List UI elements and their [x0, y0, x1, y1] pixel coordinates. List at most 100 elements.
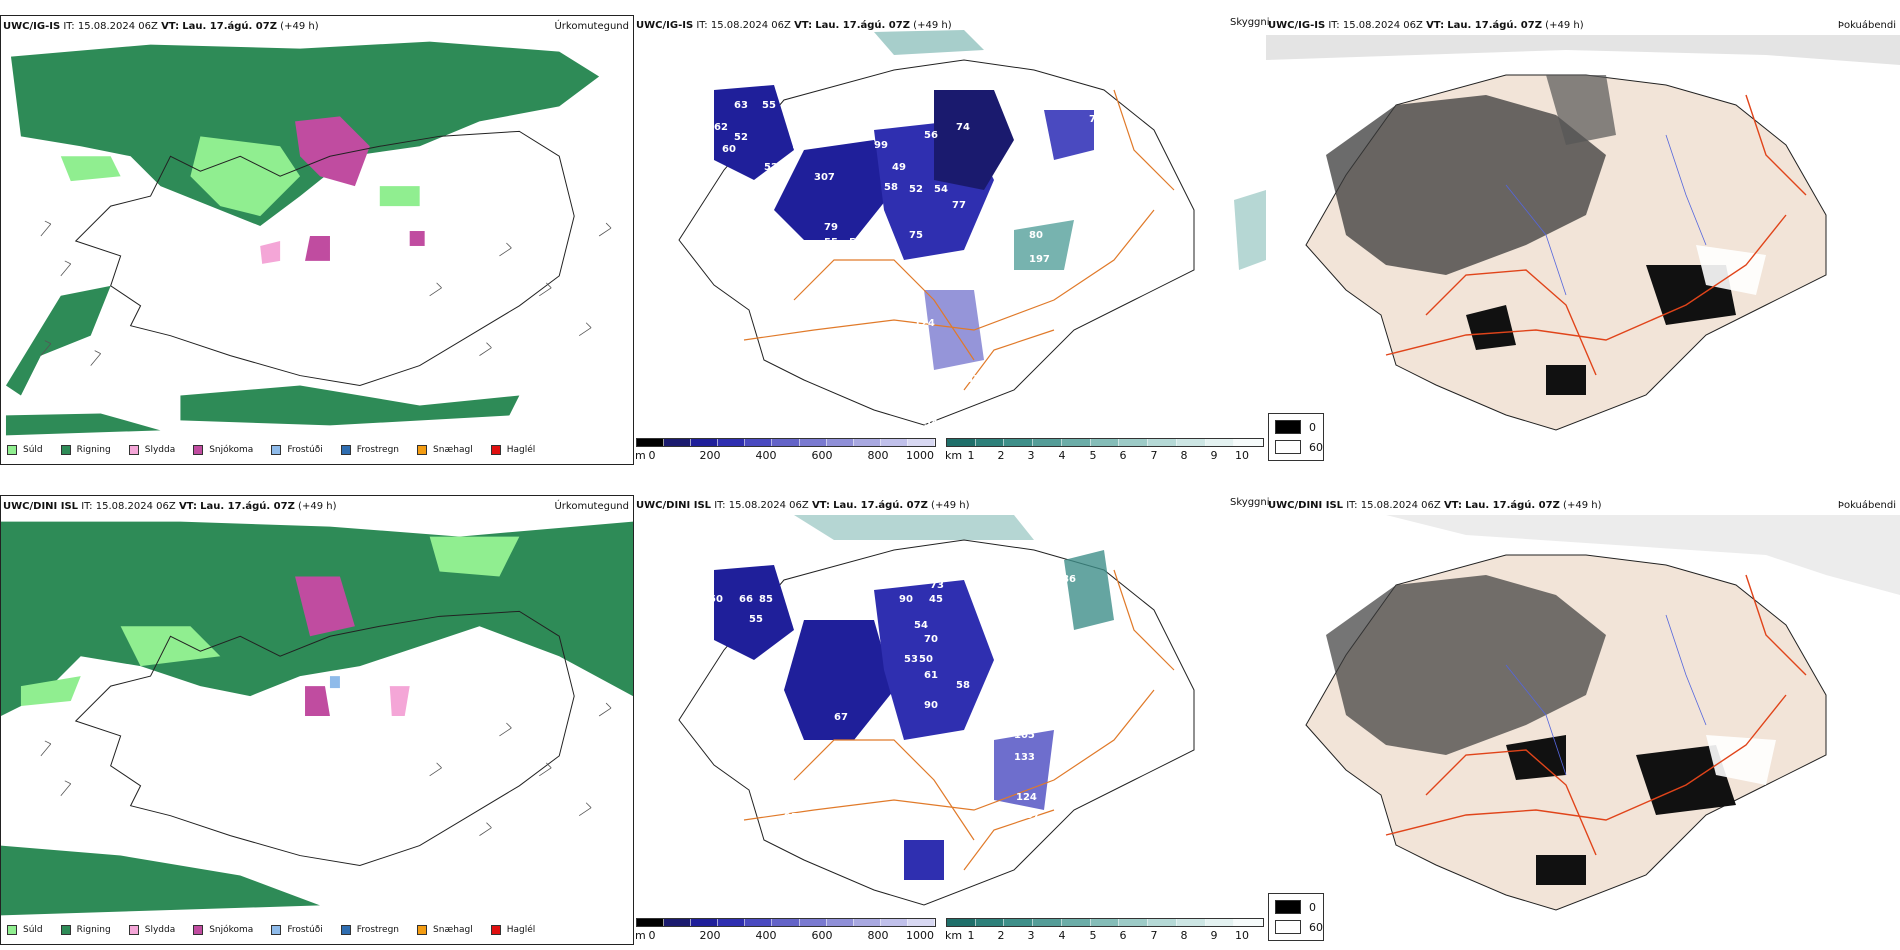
visibility-tick: 9	[1210, 929, 1218, 942]
cloud-base-value: 133	[1014, 752, 1035, 763]
visibility-tick: 4	[1058, 449, 1066, 462]
fog-high-label: 0	[1309, 420, 1316, 434]
swatch	[340, 445, 351, 455]
visibility-colorbar: km 1 2 3 4 5 6 7 8 9 10	[945, 438, 1264, 464]
cloud-base-value: 50	[709, 594, 723, 605]
cloud-base-value: 54	[849, 237, 863, 248]
cloud-base-value: 62	[874, 230, 888, 241]
swatch	[490, 925, 501, 935]
cloud-base-value: 78	[1054, 594, 1068, 605]
height-tick: 1000	[906, 929, 934, 942]
cloud-base-value: 77	[952, 200, 966, 211]
height-tick: 400	[755, 449, 777, 462]
height-tick: 800	[867, 929, 889, 942]
cloud-base-value: 575	[1096, 100, 1117, 111]
visibility-numbers: 43 50 66 85 47 55 107 71 101 42 67 69 80 63 95 90 45 54 70…	[674, 554, 1086, 893]
visibility-title: Skyggni	[1230, 17, 1270, 28]
swatch	[60, 925, 71, 935]
cloud-base-value: 54	[924, 418, 938, 429]
height-tick: 200	[699, 449, 721, 462]
cloud-base-value: 52	[734, 132, 748, 143]
cloud-base-value: 60	[934, 880, 948, 891]
height-tick: 0	[648, 929, 656, 942]
swatch	[193, 925, 204, 935]
cloud-base-value: 59	[964, 420, 978, 431]
cloud-base-value: 90	[924, 700, 938, 711]
swatch	[128, 445, 139, 455]
cloud-base-value: 307	[814, 172, 835, 183]
visibility-colorbar: km 1 2 3 4 5 6 7 8 9 10	[945, 918, 1264, 944]
swatch	[128, 925, 139, 935]
height-tick: 600	[811, 449, 833, 462]
fog-panel-header: UWC/DINI ISL IT: 15.08.2024 06Z VT: Lau.…	[1268, 500, 1896, 511]
cloud-base-value: 72	[952, 260, 966, 271]
cloud-base-value: 79	[824, 222, 838, 233]
cloud-base-value: 88	[1034, 702, 1048, 713]
precip-type-legend: Súld Rigning Slydda Snjókoma Frostúði Fr…	[7, 442, 549, 458]
legend-item: Frostregn	[340, 925, 399, 935]
cloud-base-value: 85	[759, 594, 773, 605]
legend-item: Haglél	[490, 445, 535, 455]
visibility-unit: km	[945, 449, 963, 462]
visibility-tick: 7	[1150, 449, 1158, 462]
cloud-base-value: 95	[744, 74, 758, 85]
precip-panel-title: Úrkomutegund	[554, 501, 629, 512]
visibility-tick: 9	[1210, 449, 1218, 462]
visibility-tick: 8	[1180, 929, 1188, 942]
cloud-base-value: 153	[959, 374, 980, 385]
fog-low-swatch	[1275, 920, 1301, 934]
cloud-base-value: 69	[849, 742, 863, 753]
cloud-base-value: 78	[1089, 114, 1103, 125]
visibility-tick: 2	[997, 449, 1005, 462]
cloud-base-value: 80	[1029, 230, 1043, 241]
cloud-base-value: 54	[914, 620, 928, 631]
cloud-base-value: 84	[686, 142, 700, 153]
cloud-base-value: 80	[844, 772, 858, 783]
precip-type-map	[1, 521, 633, 916]
cloud-base-value: 124	[1016, 792, 1037, 803]
cloud-base-value: 62	[714, 122, 728, 133]
visibility-colorbar-bar	[946, 918, 1264, 927]
legend-item: Snjókoma	[193, 925, 253, 935]
visibility-colorbar-bar	[946, 438, 1264, 447]
swatch	[417, 445, 428, 455]
cloud-base-value: 86	[1062, 574, 1076, 585]
cloud-base-value: 49	[892, 162, 906, 173]
cloud-base-value: 60	[722, 144, 736, 155]
height-tick: 800	[867, 449, 889, 462]
cloud-base-value: 55	[762, 100, 776, 111]
visibility-panel-header: UWC/DINI ISL IT: 15.08.2024 06Z VT: Lau.…	[636, 500, 970, 511]
cloud-base-value: 52	[909, 184, 923, 195]
visibility-panel-ig: UWC/IG-IS IT: 15.08.2024 06Z VT: Lau. 17…	[634, 15, 1266, 465]
cloud-base-value: 50	[919, 654, 933, 665]
cloud-base-value: 73	[930, 580, 944, 591]
cloud-base-value: 56	[924, 130, 938, 141]
fog-low-label: 60	[1309, 920, 1323, 934]
visibility-tick: 4	[1058, 929, 1066, 942]
swatch	[7, 925, 17, 935]
visibility-tick: 5	[1089, 449, 1097, 462]
swatch	[7, 445, 17, 455]
cloud-base-value: 45	[929, 594, 943, 605]
cloud-base-value: 101	[714, 722, 735, 733]
visibility-tick: 1	[967, 929, 975, 942]
visibility-tick: 8	[1180, 449, 1188, 462]
cloud-base-value: 99	[874, 140, 888, 151]
fog-low-swatch	[1275, 440, 1301, 454]
fog-map	[1266, 35, 1900, 431]
height-unit: m	[635, 929, 646, 942]
legend-item: Súld	[7, 445, 43, 455]
visibility-tick: 10	[1235, 449, 1249, 462]
legend-item: Snæhagl	[417, 445, 473, 455]
visibility-tick: 7	[1150, 929, 1158, 942]
cloud-base-value: 91	[1072, 650, 1086, 661]
height-tick: 1000	[906, 449, 934, 462]
fog-panel-title: Þokuábendi	[1837, 20, 1896, 31]
swatch	[271, 445, 282, 455]
height-unit: m	[635, 449, 646, 462]
height-tick: 400	[755, 929, 777, 942]
cloud-base-value: 107	[684, 630, 705, 641]
height-colorbar: m 0 200 400 600 800 1000	[635, 438, 936, 464]
cloud-base-value: 43	[749, 554, 763, 565]
cloud-base-value: 71	[734, 692, 748, 703]
